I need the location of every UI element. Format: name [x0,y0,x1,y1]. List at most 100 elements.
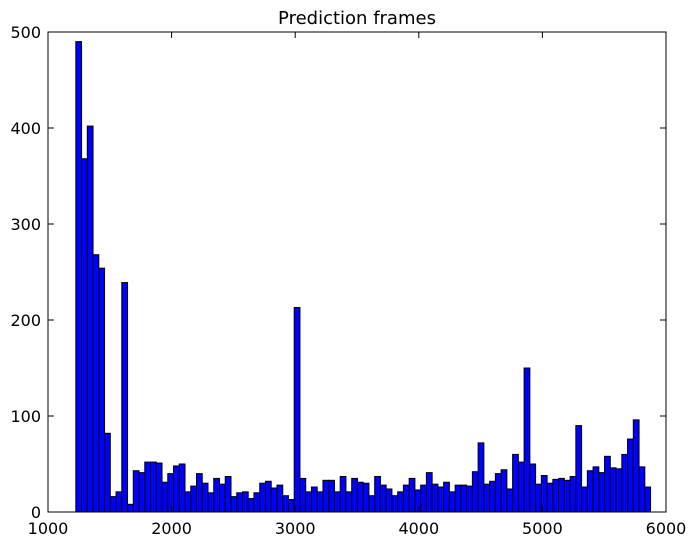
histogram-bar [563,479,571,513]
histogram-bar [144,461,152,513]
histogram-bar [132,470,140,513]
histogram-bar [98,267,106,513]
x-tick-label: 4000 [398,519,439,538]
histogram-bar [196,473,203,513]
histogram-bar [207,492,215,513]
x-tick-label: 5000 [522,519,563,538]
histogram-bar [466,485,473,513]
histogram-bar [173,465,180,513]
histogram-bar [264,480,272,513]
histogram-bar [385,488,393,513]
histogram-bar [632,419,640,513]
histogram-bar [282,495,289,513]
histogram-bar [408,477,416,513]
histogram-bar [374,475,381,513]
histogram-bar [575,425,583,513]
histogram-bar [150,461,157,513]
histogram-bar [621,453,629,513]
histogram-bar [512,453,519,513]
histogram-bar [402,484,410,513]
histogram-bar [241,491,249,513]
histogram-bar [333,491,341,513]
histogram-bar [494,473,502,513]
histogram-bar [109,496,117,513]
histogram-bar [356,481,364,513]
histogram-bar [506,488,514,513]
histogram-bar [586,470,594,513]
histogram-bar [644,486,652,513]
histogram-bar [190,485,198,513]
ticks-group: 1000 2000 3000 4000 5000 6000 0 100 200 300 400 500 [10,23,686,538]
histogram-bar [224,475,232,513]
histogram-bar [81,158,88,513]
histogram-bar [627,438,634,513]
histogram-bar [121,282,129,513]
histogram-bar [523,367,531,513]
histogram-bar [339,475,347,513]
histogram-bar [391,495,399,513]
y-tick-label: 300 [10,215,41,234]
histogram-bar [362,482,370,513]
histogram-bar [184,491,192,513]
histogram-bar [305,491,312,513]
histogram-bar [460,484,468,513]
histogram-bar [104,432,111,513]
x-tick-label: 1000 [28,519,69,538]
y-tick-label: 0 [31,503,41,522]
histogram-bar [351,477,358,513]
histogram-bar [425,472,433,513]
histogram-bar [471,471,479,513]
x-tick-label: 3000 [275,519,316,538]
x-tick-label: 6000 [646,519,687,538]
histogram-bar [477,442,485,513]
histogram-bar [546,482,554,513]
histogram-bar [454,484,462,513]
histogram-bar [270,487,278,513]
y-tick-label: 500 [10,23,41,42]
histogram-bar [161,481,169,513]
chart-title: Prediction frames [278,8,436,29]
histogram-bar [529,463,537,513]
histogram-bar [92,254,100,513]
histogram-bar [75,41,83,513]
histogram-bar [259,482,266,513]
histogram-bar [397,491,404,513]
histogram-bar [236,492,243,513]
histogram-bar [517,461,525,513]
histogram-bar [328,479,335,513]
histogram-bar [598,472,606,513]
histogram-bar [638,466,646,513]
histogram-bar [552,478,560,513]
histogram-bar [253,492,261,513]
histogram-bar [581,486,588,513]
histogram-bar [201,482,209,513]
histogram-bar [500,469,508,513]
histogram-bar [489,480,496,513]
histogram-bar [345,491,353,513]
histogram-bar [247,498,255,513]
histogram-bar [483,483,491,513]
histogram-bar [368,495,376,513]
histogram-bar [115,491,123,513]
histogram-bar [558,477,565,513]
histogram-bar [431,483,439,513]
histogram-bar [569,475,577,513]
histogram-bar [167,473,175,513]
histogram-bar [86,125,94,513]
plot-frame [47,31,667,513]
histogram-bar [155,462,163,513]
histogram-bar [178,463,186,513]
histogram-bar [604,455,611,513]
y-tick-label: 400 [10,119,41,138]
histogram-bar [379,484,387,513]
histogram-bar [437,486,445,513]
histogram-bar [414,489,422,513]
histogram-bar [592,466,600,513]
histogram-bar [443,481,450,513]
histogram-bar [293,307,301,513]
histogram-bar [213,477,220,513]
histogram-bar [535,483,542,513]
histogram-bar [316,491,324,513]
histogram-bar [138,472,146,513]
histogram-bar [219,483,226,513]
